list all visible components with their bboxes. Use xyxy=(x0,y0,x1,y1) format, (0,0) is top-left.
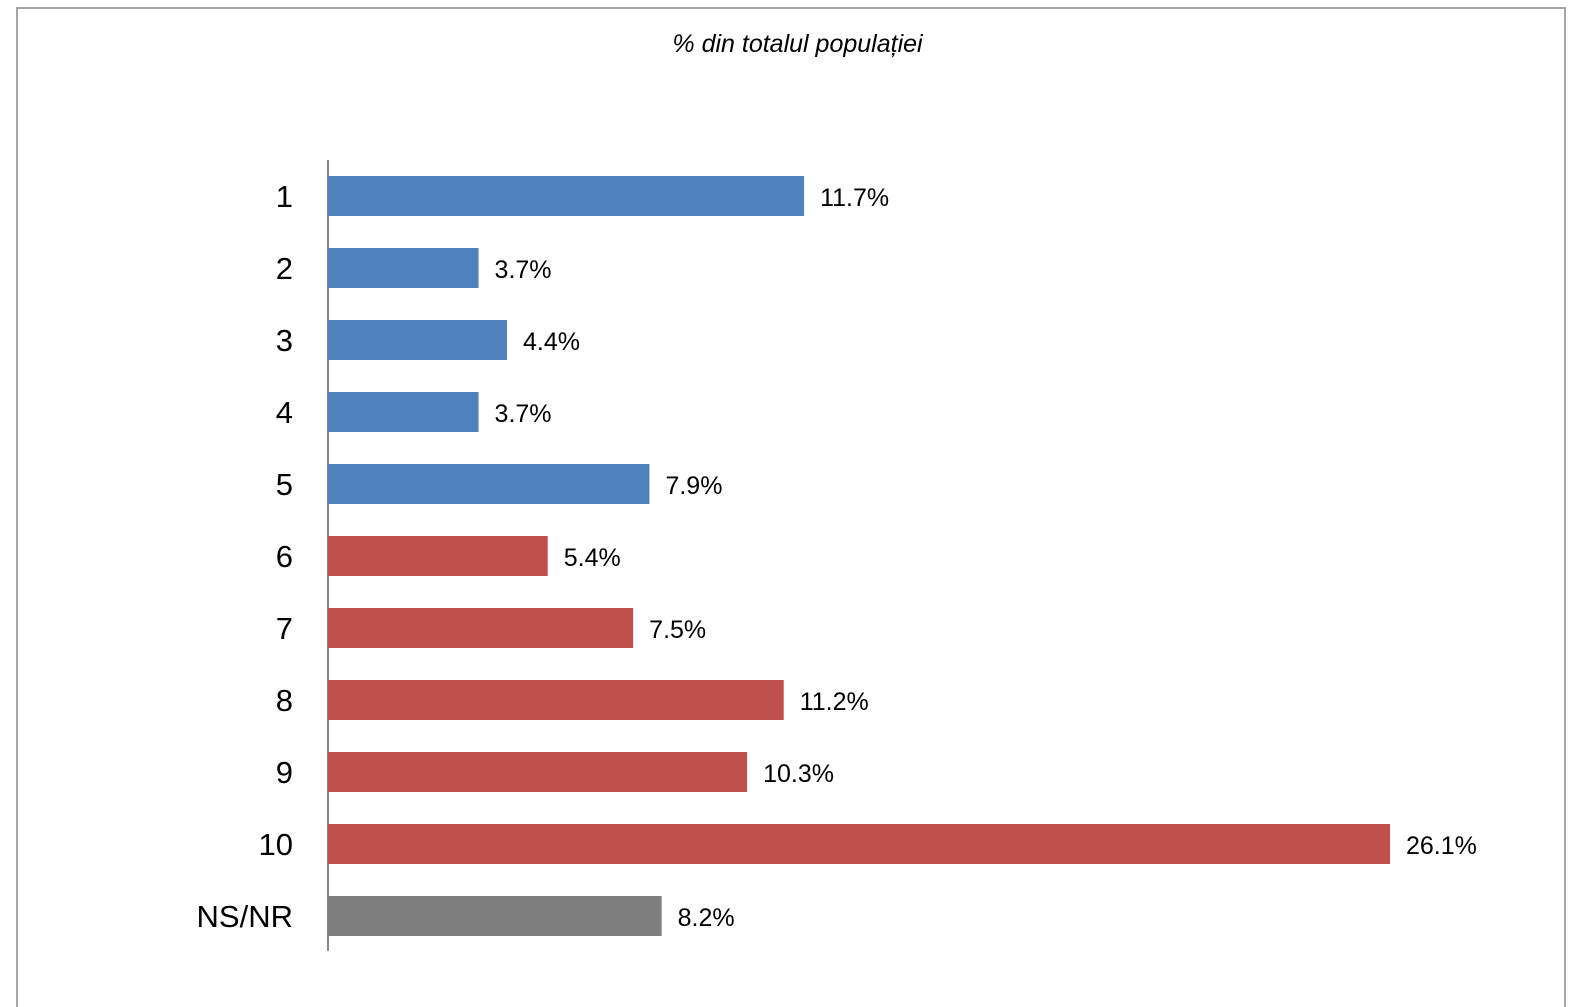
bar-2 xyxy=(328,248,479,288)
category-label: 9 xyxy=(276,755,293,790)
value-label: 10.3% xyxy=(763,760,834,788)
category-label: 6 xyxy=(276,539,293,574)
value-label: 7.5% xyxy=(649,616,706,644)
bar-7 xyxy=(328,608,634,648)
category-label: 4 xyxy=(276,395,293,430)
category-label: 3 xyxy=(276,323,293,358)
bar-6 xyxy=(328,536,548,576)
value-label: 5.4% xyxy=(564,544,621,572)
bar-ns-nr xyxy=(328,896,662,936)
value-label: 26.1% xyxy=(1406,832,1477,860)
value-label: 3.7% xyxy=(495,400,552,428)
bar-1 xyxy=(328,176,805,216)
bar-8 xyxy=(328,680,784,720)
bar-10 xyxy=(328,824,1390,864)
category-label: NS/NR xyxy=(197,899,293,934)
bar-3 xyxy=(328,320,508,360)
value-label: 7.9% xyxy=(665,472,722,500)
category-label: 1 xyxy=(276,179,293,214)
category-label: 8 xyxy=(276,683,293,718)
bar-4 xyxy=(328,392,479,432)
value-label: 3.7% xyxy=(495,256,552,284)
value-label: 8.2% xyxy=(678,904,735,932)
category-label: 5 xyxy=(276,467,293,502)
category-label: 10 xyxy=(259,827,293,862)
value-label: 4.4% xyxy=(523,328,580,356)
value-label: 11.2% xyxy=(800,688,869,716)
bar-5 xyxy=(328,464,650,504)
chart-title: % din totalul populației xyxy=(672,30,923,58)
bar-9 xyxy=(328,752,748,792)
category-label: 2 xyxy=(276,251,293,286)
category-label: 7 xyxy=(276,611,293,646)
value-label: 11.7% xyxy=(820,184,889,212)
